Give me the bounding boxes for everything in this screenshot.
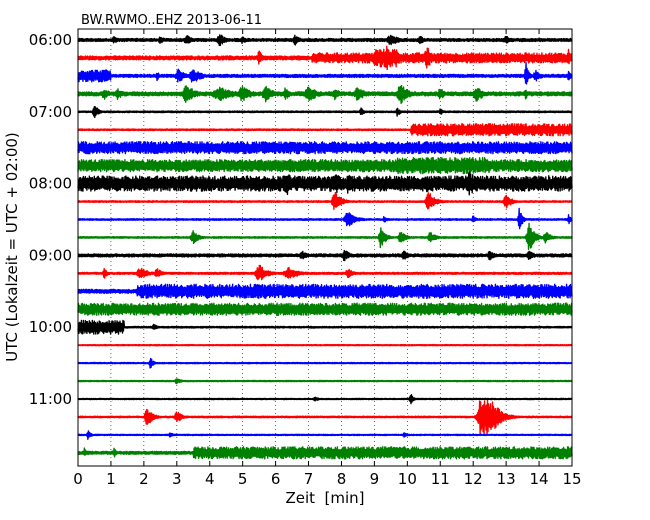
chart-title: BW.RWMO..EHZ 2013-06-11 [81,13,262,28]
trace-lines [77,34,573,460]
y-axis-title: UTC (Lokalzeit = UTC + 02:00) [3,132,21,362]
x-tick-label: 10 [398,470,417,488]
x-tick-label: 1 [106,470,116,488]
trace-0615 [77,45,573,71]
x-tick-label: 8 [337,470,347,488]
x-tick-label: 15 [562,470,581,488]
trace-0915 [77,264,573,281]
trace-1015 [77,343,573,347]
trace-0945 [77,302,573,316]
trace-0845 [77,222,573,251]
x-tick-label: 14 [530,470,549,488]
x-tick-labels: 0 1 2 3 4 5 6 7 8 9 10 11 12 13 14 15 [73,470,581,488]
x-tick-label: 3 [172,470,182,488]
trace-1030 [77,357,573,369]
x-tick-label: 13 [497,470,516,488]
x-tick-label: 12 [464,470,483,488]
y-tick-label: 10:00 [29,318,72,336]
y-tick-label: 09:00 [29,246,72,264]
trace-0830 [77,207,573,230]
trace-0645 [77,84,573,104]
trace-1130 [77,430,573,440]
trace-0700 [77,106,573,119]
trace-0630 [77,62,573,85]
y-tick-labels: 06:00 07:00 08:00 09:00 10:00 11:00 [29,31,72,408]
minute-grid [110,29,540,466]
x-axis-title: Zeit [min] [285,489,364,507]
trace-1100 [77,393,573,405]
trace-0600 [77,34,573,47]
x-tick-label: 7 [304,470,314,488]
y-tick-label: 06:00 [29,31,72,49]
x-tick-label: 2 [139,470,149,488]
axis-ticks [77,29,573,466]
y-tick-label: 08:00 [29,175,72,193]
trace-0815 [77,191,573,210]
trace-0715 [77,123,573,137]
x-tick-label: 11 [431,470,450,488]
x-tick-label: 6 [271,470,281,488]
trace-1000 [77,319,573,335]
x-tick-label: 4 [205,470,215,488]
trace-1115 [77,399,573,436]
plot-frame [77,28,573,467]
x-tick-label: 5 [238,470,248,488]
x-tick-label: 9 [370,470,380,488]
trace-0900 [77,249,573,262]
trace-1145 [77,446,573,460]
trace-0730 [77,141,573,155]
trace-0930 [77,283,573,299]
y-tick-label: 11:00 [29,390,72,408]
trace-0800 [77,171,573,196]
x-tick-label: 0 [73,470,83,488]
trace-0745 [77,156,573,176]
y-tick-label: 07:00 [29,103,72,121]
trace-1045 [77,378,573,385]
